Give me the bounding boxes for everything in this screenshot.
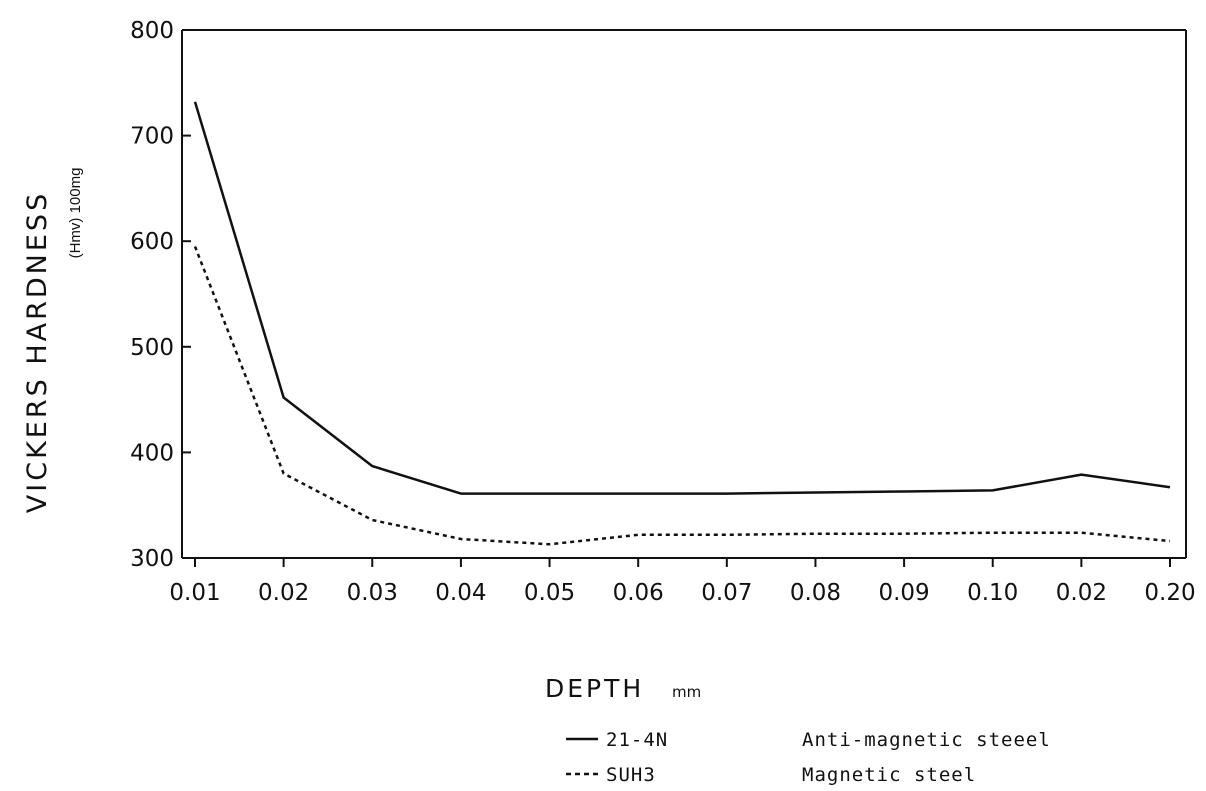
legend: 21-4N Anti-magnetic steeel SUH3 Magnetic… [566,729,1051,786]
x-tick-group: 0.01 0.02 0.03 0.04 0.05 0.06 0.07 0.08 0.09 0.10… [169,558,1196,606]
x-axis-unit: mm [672,683,701,701]
x-tick-label: 0.06 [613,580,664,606]
x-tick-label: 0.02 [1056,580,1107,606]
x-tick-label: 0.03 [347,580,398,606]
y-tick-label: 400 [130,440,174,466]
x-tick-label: 0.10 [967,580,1018,606]
y-tick-group: 300 400 500 600 700 800 [130,18,191,572]
y-axis-title: VICKERS HARDNESS [22,191,53,513]
x-tick-label: 0.07 [701,580,752,606]
x-axis-title: DEPTH [545,674,644,703]
x-tick-label: 0.02 [258,580,309,606]
series-line-suh3 [193,246,1171,546]
x-tick-label: 0.09 [878,580,929,606]
legend-name-suh3: SUH3 [606,764,656,786]
y-tick-label: 800 [130,18,174,44]
y-tick-label: 500 [130,335,174,361]
legend-desc-suh3: Magnetic steel [802,764,976,786]
x-tick-label: 0.08 [790,580,841,606]
y-tick-label: 300 [130,546,174,572]
y-axis-unit: (Hmv) 100mg [67,168,84,259]
y-tick-label: 600 [130,229,174,255]
legend-desc-21-4n: Anti-magnetic steeel [802,729,1051,751]
x-tick-label: 0.01 [169,580,220,606]
y-tick-label: 700 [130,124,174,150]
series-line-21-4n [193,101,1171,495]
x-tick-label: 0.20 [1144,580,1195,606]
series-group [193,101,1171,546]
plot-frame [181,29,1187,559]
x-tick-label: 0.05 [524,580,575,606]
x-tick-label: 0.04 [435,580,486,606]
legend-name-21-4n: 21-4N [606,729,668,751]
